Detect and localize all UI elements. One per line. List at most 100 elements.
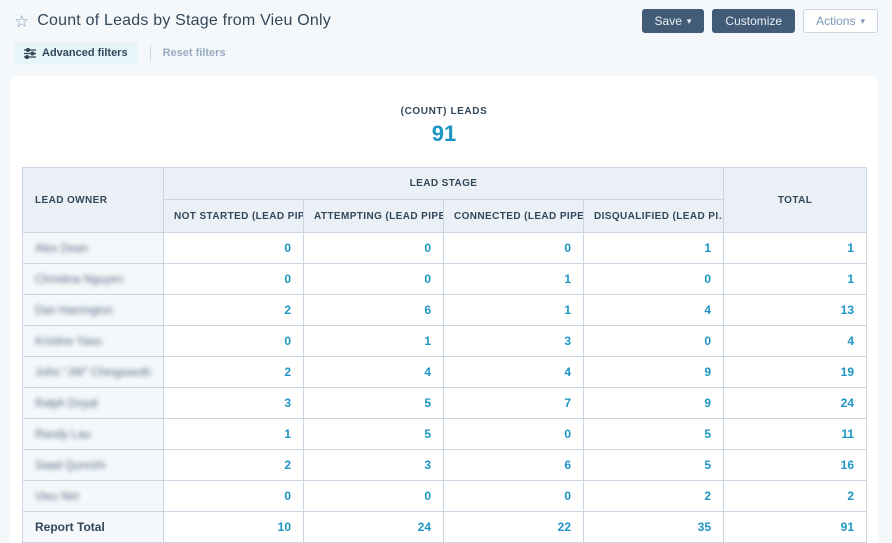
stage-count-cell[interactable]: 0 <box>303 232 444 264</box>
stage-count-cell[interactable]: 0 <box>163 263 304 295</box>
stage-count-cell[interactable]: 0 <box>582 263 725 295</box>
row-total-cell[interactable]: 19 <box>723 356 868 388</box>
lead-owner-cell: Randy Lau <box>22 418 164 450</box>
lead-owner-cell: Dan Harrington <box>22 294 164 326</box>
table-row: John "JW" Chingswoth 2 4 4 9 19 <box>22 356 868 388</box>
col-header-stage-1[interactable]: ATTEMPTING (LEAD PIPE… <box>303 199 444 233</box>
col-group-header-lead-stage: LEAD STAGE <box>162 167 725 200</box>
lead-owner-name: John "JW" Chingswoth <box>35 367 152 379</box>
leads-by-stage-table: LEAD OWNER LEAD STAGE TOTAL NOT STARTED … <box>22 167 868 543</box>
stage-count-cell[interactable]: 3 <box>443 325 584 357</box>
table-row: Kristine Yaso 0 1 3 0 4 <box>22 325 868 357</box>
lead-owner-cell: Saad Qureshi <box>22 449 164 481</box>
stage-count-cell[interactable]: 0 <box>443 480 584 512</box>
stage-count-cell[interactable]: 0 <box>303 480 444 512</box>
stage-count-cell[interactable]: 5 <box>303 418 444 450</box>
stage-count-cell[interactable]: 1 <box>163 418 304 450</box>
lead-owner-name: Saad Qureshi <box>35 460 106 472</box>
lead-owner-cell: John "JW" Chingswoth <box>22 356 164 388</box>
stage-count-cell[interactable]: 4 <box>443 356 584 388</box>
caret-down-icon: ▾ <box>686 15 692 26</box>
col-header-stage-3[interactable]: DISQUALIFIED (LEAD PI… <box>582 199 725 233</box>
lead-owner-cell: Alex Dean <box>22 232 164 264</box>
report-total-row: Report Total 10 24 22 35 91 <box>22 511 868 543</box>
actions-button-label: Actions <box>816 14 856 28</box>
row-total-cell[interactable]: 13 <box>723 294 868 326</box>
report-header: ☆ Count of Leads by Stage from Vieu Only… <box>0 0 892 34</box>
stage-count-cell[interactable]: 6 <box>303 294 444 326</box>
table-row: Randy Lau 1 5 0 5 11 <box>22 418 868 450</box>
stage-count-cell[interactable]: 5 <box>582 449 725 481</box>
row-total-cell[interactable]: 1 <box>723 263 868 295</box>
stage-count-cell[interactable]: 2 <box>582 480 725 512</box>
lead-owner-cell: Christina Nguyen <box>22 263 164 295</box>
lead-owner-name: Kristine Yaso <box>35 336 102 348</box>
table-header-row-1: LEAD OWNER LEAD STAGE TOTAL <box>22 167 868 233</box>
reset-filters-button[interactable]: Reset filters <box>162 47 226 59</box>
table-row: Christina Nguyen 0 0 1 0 1 <box>22 263 868 295</box>
page-title: Count of Leads by Stage from Vieu Only <box>37 12 331 29</box>
stage-count-cell[interactable]: 9 <box>582 387 725 419</box>
stage-count-cell[interactable]: 24 <box>303 511 444 543</box>
row-total-cell[interactable]: 16 <box>723 449 868 481</box>
stage-count-cell[interactable]: 2 <box>163 294 304 326</box>
row-total-cell[interactable]: 1 <box>723 232 868 264</box>
sliders-icon <box>24 47 36 59</box>
stage-count-cell[interactable]: 1 <box>303 325 444 357</box>
stage-count-cell[interactable]: 0 <box>443 232 584 264</box>
stage-count-cell[interactable]: 4 <box>303 356 444 388</box>
stage-count-cell[interactable]: 4 <box>582 294 725 326</box>
lead-owner-name: Christina Nguyen <box>35 274 124 286</box>
customize-button[interactable]: Customize <box>712 9 796 33</box>
stage-count-cell[interactable]: 0 <box>303 263 444 295</box>
row-total-cell[interactable]: 24 <box>723 387 868 419</box>
favorite-star-icon[interactable]: ☆ <box>14 11 30 31</box>
table-row: Ralph Doyal 3 5 7 9 24 <box>22 387 868 419</box>
stage-count-cell[interactable]: 9 <box>582 356 725 388</box>
stage-count-cell[interactable]: 35 <box>582 511 725 543</box>
count-leads-label: (COUNT) LEADS <box>400 106 488 117</box>
row-total-cell[interactable]: 4 <box>723 325 868 357</box>
stage-count-cell[interactable]: 1 <box>443 294 584 326</box>
filter-bar: Advanced filters Reset filters <box>14 42 892 64</box>
stage-count-cell[interactable]: 22 <box>443 511 584 543</box>
col-header-stage-2[interactable]: CONNECTED (LEAD PIPE… <box>443 199 584 233</box>
stage-count-cell[interactable]: 0 <box>582 325 725 357</box>
stage-count-cell[interactable]: 2 <box>163 449 304 481</box>
col-header-stage-0[interactable]: NOT STARTED (LEAD PIP… <box>163 199 304 233</box>
summary-block: (COUNT) LEADS 91 <box>10 106 878 147</box>
stage-count-cell[interactable]: 5 <box>303 387 444 419</box>
stage-count-cell[interactable]: 0 <box>163 232 304 264</box>
row-total-cell[interactable]: 2 <box>723 480 868 512</box>
advanced-filters-button[interactable]: Advanced filters <box>14 42 138 64</box>
stage-count-cell[interactable]: 7 <box>443 387 584 419</box>
stage-count-cell[interactable]: 1 <box>582 232 725 264</box>
row-total-cell[interactable]: 11 <box>723 418 868 450</box>
advanced-filters-label: Advanced filters <box>42 47 128 59</box>
col-header-lead-owner[interactable]: LEAD OWNER <box>22 167 164 233</box>
stage-count-cell[interactable]: 0 <box>163 325 304 357</box>
save-button[interactable]: Save ▾ <box>641 9 705 33</box>
filter-divider <box>149 45 151 61</box>
col-header-total[interactable]: TOTAL <box>723 167 868 233</box>
stage-count-cell[interactable]: 2 <box>163 356 304 388</box>
stage-count-cell[interactable]: 10 <box>163 511 304 543</box>
table-header-row-2: NOT STARTED (LEAD PIP… ATTEMPTING (LEAD P… <box>23 199 867 233</box>
stage-count-cell[interactable]: 5 <box>582 418 725 450</box>
stage-count-cell[interactable]: 3 <box>303 449 444 481</box>
save-button-label: Save <box>654 14 682 28</box>
lead-owner-name: Dan Harrington <box>35 305 113 317</box>
stage-count-cell[interactable]: 0 <box>443 418 584 450</box>
table-row: Alex Dean 0 0 0 1 1 <box>22 232 868 264</box>
stage-count-cell[interactable]: 3 <box>163 387 304 419</box>
table-row: Saad Qureshi 2 3 6 5 16 <box>22 449 868 481</box>
stage-count-cell[interactable]: 0 <box>163 480 304 512</box>
stage-count-cell[interactable]: 6 <box>443 449 584 481</box>
lead-owner-cell: Ralph Doyal <box>22 387 164 419</box>
stage-count-cell[interactable]: 1 <box>443 263 584 295</box>
report-card: (COUNT) LEADS 91 LEAD OWNER LEAD STAGE T… <box>10 76 878 543</box>
actions-button[interactable]: Actions ▾ <box>803 9 878 33</box>
row-total-cell[interactable]: 91 <box>723 511 868 543</box>
title-wrap: ☆ Count of Leads by Stage from Vieu Only <box>14 12 331 30</box>
